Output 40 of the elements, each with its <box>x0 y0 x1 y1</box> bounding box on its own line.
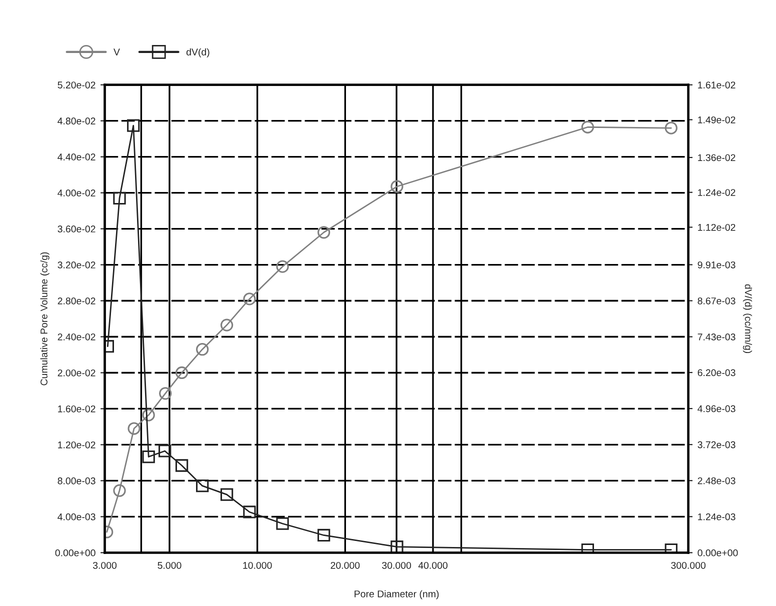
y2-tick-label: 1.24e-03 <box>698 513 736 520</box>
y-tick-label: 5.20e-02 <box>58 82 96 88</box>
y2-tick-label: 1.36e-02 <box>698 154 736 162</box>
y-tick-label: 3.20e-02 <box>58 262 96 268</box>
y-tick-label: 3.60e-02 <box>58 226 96 232</box>
x-tick-label: 5.000 <box>158 562 182 569</box>
y2-axis-title: dV/(d) (cc/nm/g) <box>742 284 752 353</box>
y-tick-label: 2.00e-02 <box>58 369 96 376</box>
y-axis-title: Cumulative Pore Volume (cc/g) <box>40 252 50 386</box>
y-tick-label: 1.20e-02 <box>58 441 96 448</box>
y-tick-label: 0.00e+00 <box>55 549 96 556</box>
x-tick-label: 20.000 <box>330 562 360 569</box>
y2-tick-label: 9.91e-03 <box>698 261 736 268</box>
y2-tick-label: 1.12e-02 <box>698 224 736 231</box>
y2-tick-label: 1.61e-02 <box>698 82 736 88</box>
y-tick-label: 4.00e-03 <box>58 513 96 520</box>
x-tick-label: 300.000 <box>671 562 706 569</box>
y-tick-label: 2.80e-02 <box>58 297 96 304</box>
y2-tick-label: 1.24e-02 <box>698 189 736 196</box>
y2-tick-label: 7.43e-03 <box>698 334 736 340</box>
legend-label: V <box>114 48 120 56</box>
y2-tick-label: 1.49e-02 <box>698 116 736 124</box>
x-tick-label: 10.000 <box>243 562 272 569</box>
x-tick-label: 40.000 <box>418 562 448 569</box>
y-tick-label: 4.40e-02 <box>58 154 96 160</box>
y-tick-label: 4.00e-02 <box>58 190 96 196</box>
y2-tick-label: 6.20e-03 <box>698 369 736 376</box>
y-tick-label: 4.80e-02 <box>58 118 96 124</box>
legend-label: dV(d) <box>186 48 210 58</box>
x-tick-label: 3.000 <box>92 562 117 569</box>
x-tick-label: 30.000 <box>382 562 412 569</box>
y2-tick-label: 0.00e+00 <box>698 549 738 556</box>
y2-tick-label: 8.67e-03 <box>698 297 736 304</box>
y2-tick-label: 4.96e-03 <box>698 405 736 412</box>
y2-tick-label: 2.48e-03 <box>698 477 736 484</box>
y-tick-label: 2.40e-02 <box>58 333 96 340</box>
y2-tick-label: 3.72e-03 <box>698 441 736 448</box>
y-tick-label: 8.00e-03 <box>58 477 96 484</box>
x-axis-title: Pore Diameter (nm) <box>354 590 439 600</box>
y-tick-label: 1.60e-02 <box>58 405 96 412</box>
